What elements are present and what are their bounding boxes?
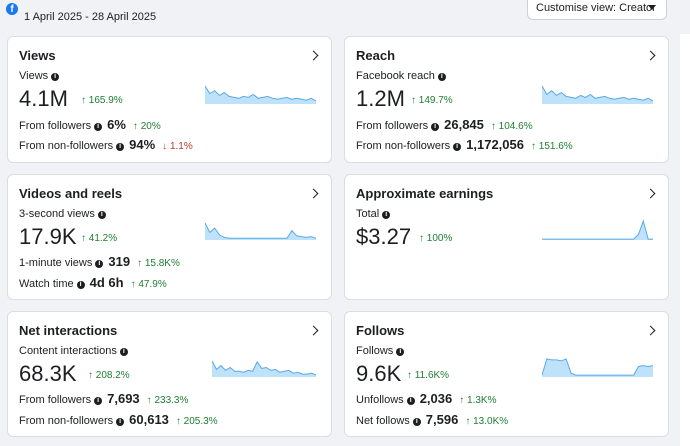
info-icon[interactable]: i (116, 418, 125, 426)
metric-change: ↑ 165.9% (81, 95, 123, 106)
videos-reels-card[interactable]: Videos and reels 3-second views i 17.9K ↑… (7, 174, 332, 300)
metric-value: 68.3K (19, 361, 77, 386)
net-follows-row: Net follows i 7,596 ↑ 13.0K% (356, 412, 509, 427)
sparkline-area (542, 85, 653, 104)
sparkline-line (205, 222, 317, 239)
info-icon[interactable]: i (116, 143, 125, 151)
chevron-right-icon[interactable] (645, 50, 656, 61)
metric-change: ↑ 208.2% (88, 370, 130, 381)
non-followers-row: From non-followers i 94% ↓ 1.1% (19, 137, 193, 152)
metric-subtitle: Content interactions i (19, 345, 128, 357)
sparkline-area (212, 360, 316, 377)
metric-subtitle: Follows i (356, 345, 405, 357)
info-icon[interactable]: i (94, 123, 103, 131)
non-followers-row: From non-followers i 1,172,056 ↑ 151.6% (356, 137, 573, 152)
metric-subtitle: Views i (19, 70, 60, 82)
chevron-right-icon[interactable] (308, 50, 319, 61)
info-icon[interactable]: i (431, 123, 440, 131)
chevron-right-icon[interactable] (308, 188, 319, 199)
chevron-right-icon[interactable] (645, 325, 656, 336)
metric-subtitle: Facebook reach i (356, 70, 446, 82)
follows-card[interactable]: Follows Follows i 9.6K ↑ 11.6K% Unfollows… (344, 311, 669, 437)
net-interactions-card[interactable]: Net interactions Content interactions i 6… (7, 311, 332, 437)
info-icon[interactable]: i (412, 418, 421, 426)
card-title: Views (19, 48, 56, 63)
sparkline-line (212, 360, 317, 376)
info-icon[interactable]: i (406, 397, 415, 405)
views-sparkline (205, 85, 317, 104)
info-icon[interactable]: i (95, 260, 104, 268)
card-title: Videos and reels (19, 186, 123, 201)
unfollows-row: Unfollows i 2,036 ↑ 1.3K% (356, 391, 497, 406)
caret-down-icon (648, 5, 656, 10)
customise-view-dropdown[interactable]: Customise view: Creator (527, 0, 667, 20)
followers-row: From followers i 26,845 ↑ 104.6% (356, 117, 533, 132)
sparkline-area (542, 221, 653, 240)
info-icon[interactable]: i (76, 281, 85, 289)
earnings-card[interactable]: Approximate earnings Total i $3.27 ↑ 100% (344, 174, 669, 300)
facebook-logo-icon: f (6, 3, 18, 15)
metric-value: 1.2M (356, 86, 405, 111)
metric-change: ↑ 100% (419, 233, 453, 244)
metric-subtitle: 3-second views i (19, 208, 106, 220)
customise-view-label: Customise view: Creator (536, 2, 656, 14)
info-icon[interactable]: i (51, 73, 60, 81)
reach-sparkline (542, 85, 654, 104)
chevron-right-icon[interactable] (308, 325, 319, 336)
sparkline-line (205, 85, 317, 102)
info-icon[interactable]: i (382, 211, 391, 219)
videos-sparkline (205, 222, 317, 240)
card-title: Follows (356, 323, 405, 338)
earnings-sparkline (542, 219, 653, 240)
sparkline-area (542, 358, 653, 377)
sparkline-line (542, 85, 654, 102)
metric-subtitle: Total i (356, 208, 391, 220)
info-icon[interactable]: i (94, 397, 103, 405)
sparkline-line (542, 219, 653, 240)
card-title: Approximate earnings (356, 186, 494, 201)
info-icon[interactable]: i (119, 348, 128, 356)
info-icon[interactable]: i (97, 211, 106, 219)
metric-change: ↑ 11.6K% (407, 370, 450, 381)
metric-value: 17.9K (19, 224, 77, 249)
one-minute-views-row: 1-minute views i 319 ↑ 15.8K% (19, 254, 180, 269)
date-range-label[interactable]: 1 April 2025 - 28 April 2025 (24, 11, 157, 23)
views-card[interactable]: Views Views i 4.1M ↑ 165.9% From follower… (7, 36, 332, 163)
right-edge-panel (680, 34, 690, 446)
page-header: f 1 April 2025 - 28 April 2025 Customise… (0, 0, 690, 34)
reach-card[interactable]: Reach Facebook reach i 1.2M ↑ 149.7% From… (344, 36, 669, 163)
sparkline-line (542, 358, 654, 376)
metric-change: ↑ 41.2% (81, 233, 118, 244)
metric-value: $3.27 (356, 224, 412, 249)
followers-row: From followers i 6% ↑ 20% (19, 117, 161, 132)
chevron-right-icon[interactable] (645, 188, 656, 199)
watch-time-row: Watch time i 4d 6h ↑ 47.9% (19, 275, 167, 290)
metric-value: 9.6K (356, 361, 402, 386)
info-icon[interactable]: i (437, 73, 446, 81)
sparkline-area (205, 85, 316, 104)
info-icon[interactable]: i (396, 348, 405, 356)
non-followers-row: From non-followers i 60,613 ↑ 205.3% (19, 412, 218, 427)
card-title: Reach (356, 48, 396, 63)
card-title: Net interactions (19, 323, 118, 338)
interactions-sparkline (212, 360, 317, 377)
follows-sparkline (542, 358, 654, 377)
sparkline-area (205, 223, 316, 240)
metric-change: ↑ 149.7% (411, 95, 453, 106)
followers-row: From followers i 7,693 ↑ 233.3% (19, 391, 189, 406)
info-icon[interactable]: i (453, 143, 462, 151)
metric-value: 4.1M (19, 86, 68, 111)
